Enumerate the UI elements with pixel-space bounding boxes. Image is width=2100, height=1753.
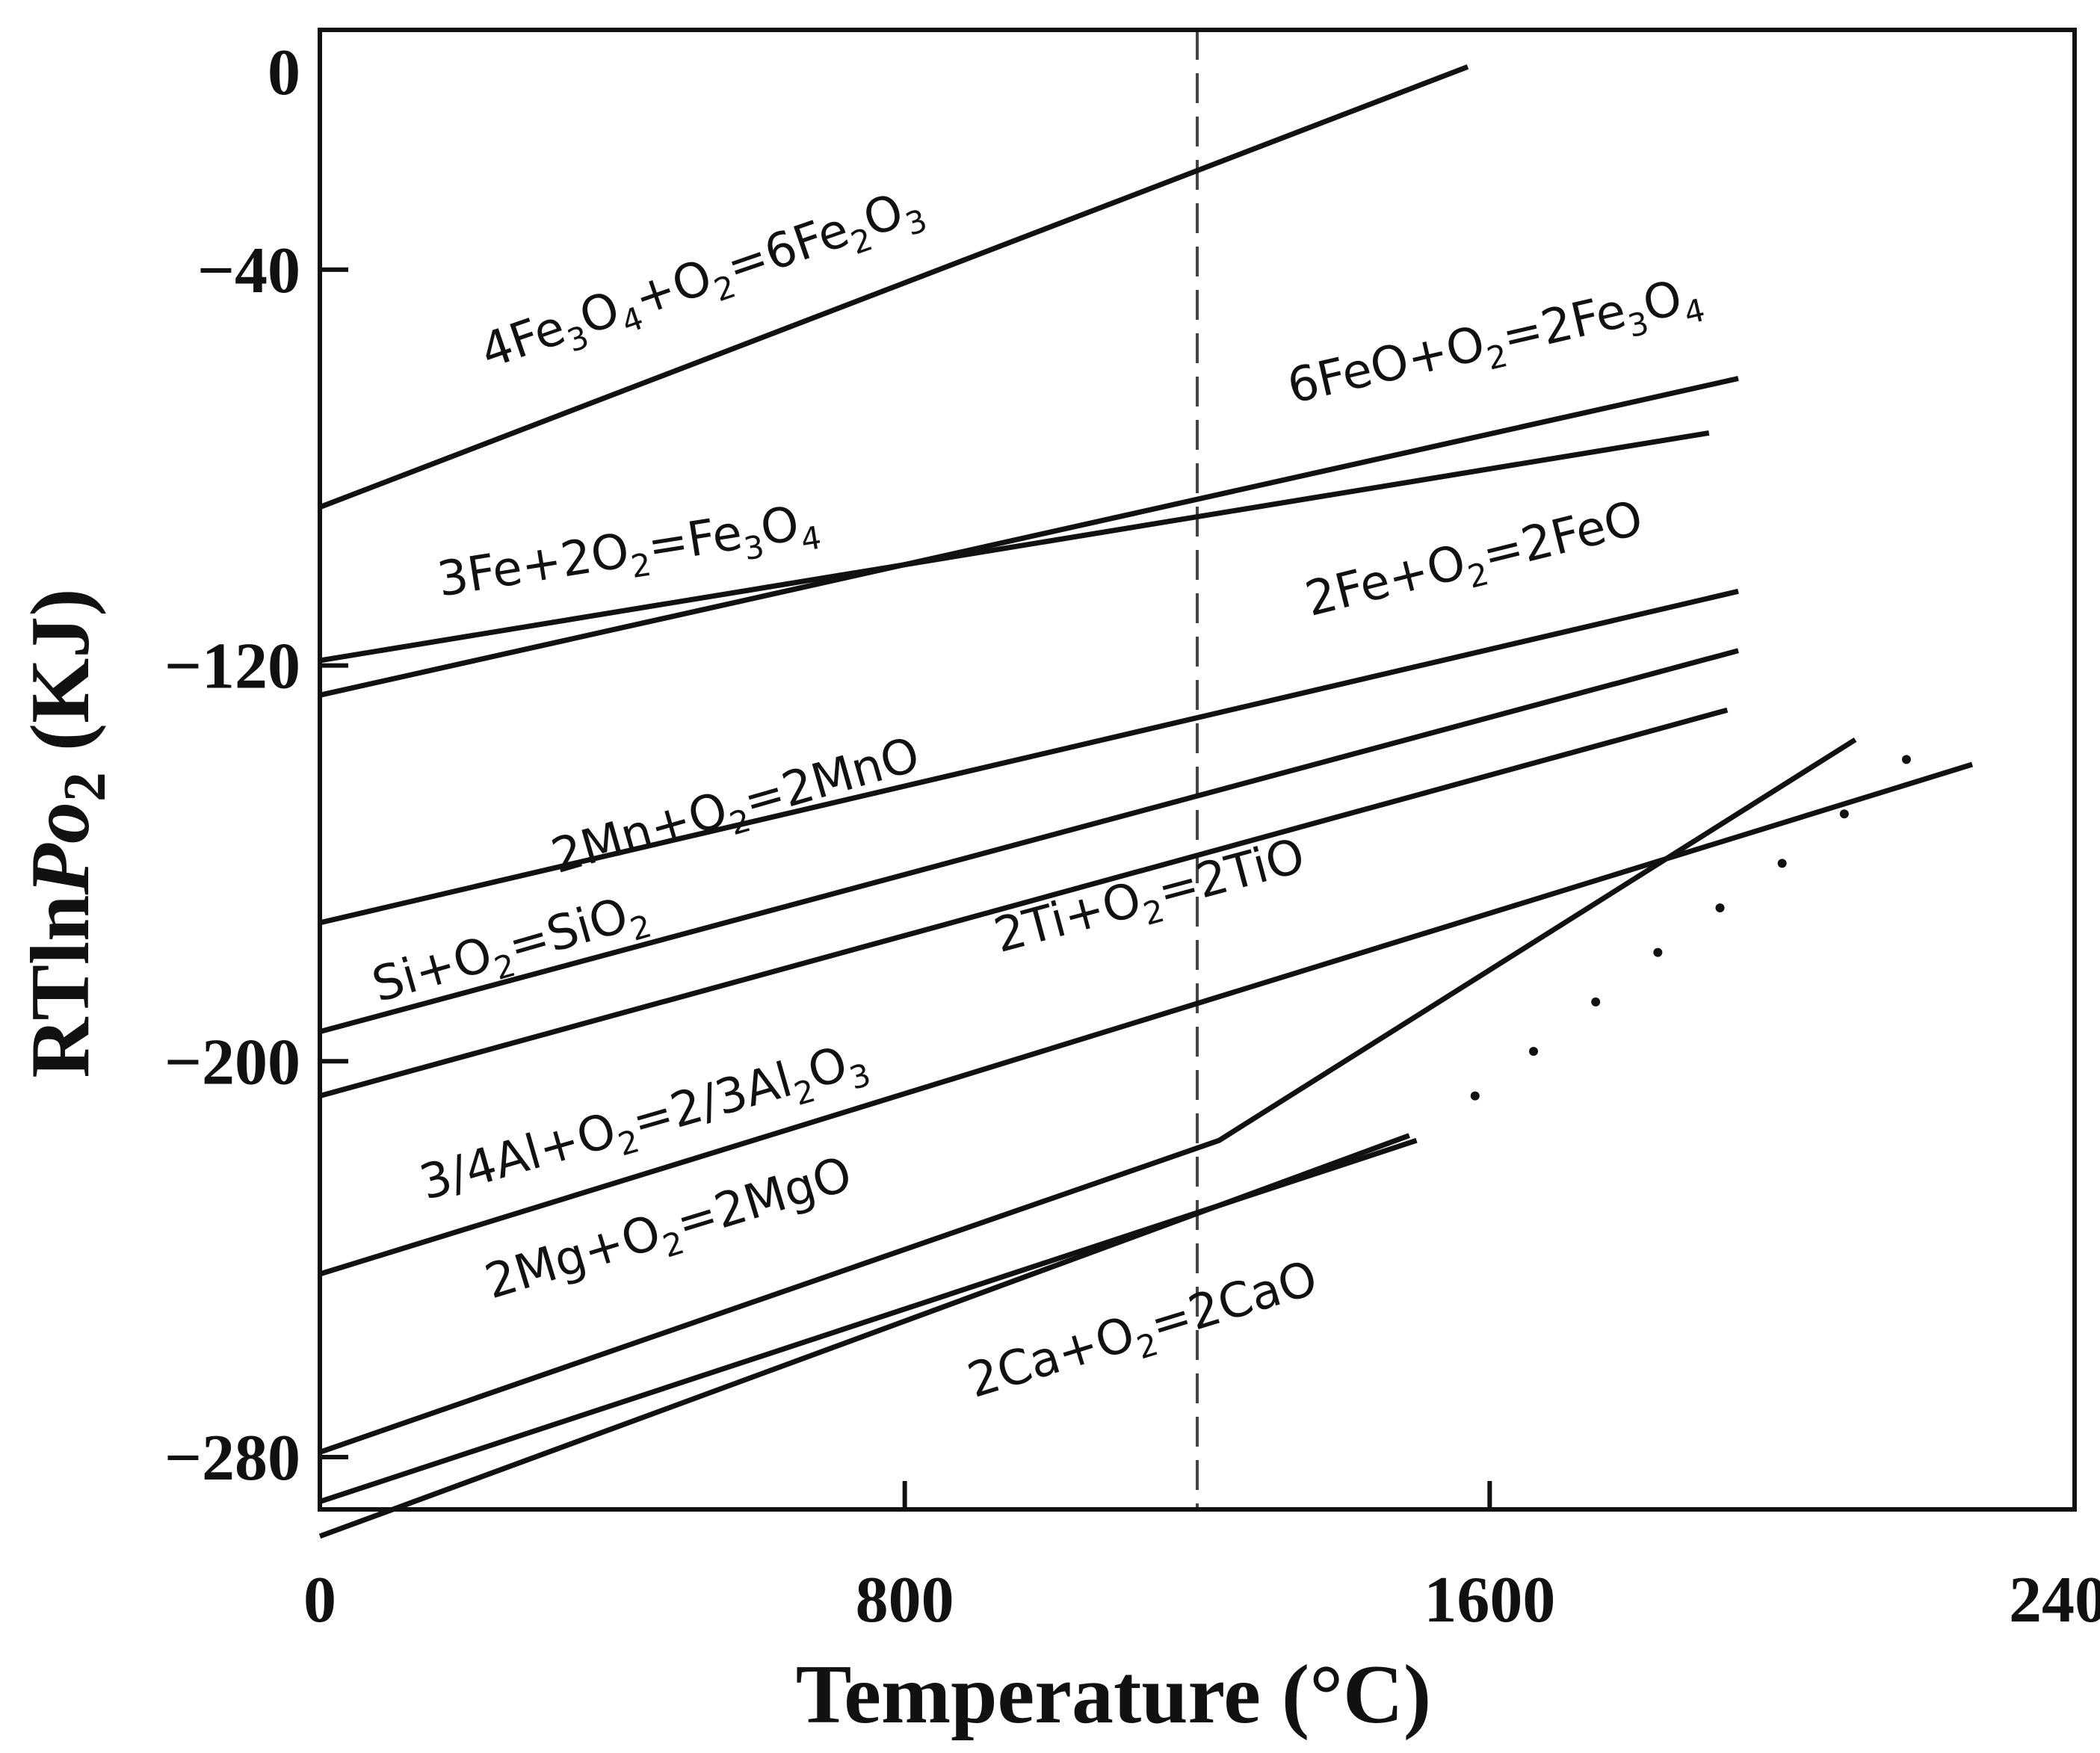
y-tick-label: −280	[164, 1422, 300, 1494]
y-tick-label: −120	[164, 631, 300, 703]
series-label-ca-cao: 2Ca+O2=2CaO	[962, 1251, 1326, 1417]
series-label-group: 4Fe3O4+O2=6Fe2O36FeO+O2=2Fe3O43Fe+2O2=Fe…	[366, 177, 1708, 1417]
series-line-fe-fe3o4	[319, 430, 1710, 664]
dotted-series-point	[1591, 997, 1601, 1007]
series-line-ca-cao	[318, 1133, 1410, 1539]
y-tick-label: −40	[197, 235, 300, 307]
x-tick-label: 800	[856, 1564, 954, 1636]
dotted-series-point	[1470, 1091, 1480, 1101]
series-label-ti-tio: 2Ti+O2=2TiO	[989, 828, 1312, 971]
dotted-series-point	[1777, 859, 1787, 868]
series-label-mn-mno: 2Mn+O2=2MnO	[546, 727, 927, 892]
series-line-feo-fe3o4	[319, 376, 1739, 698]
y-tick-label: −200	[164, 1026, 300, 1098]
y-tick-label: 0	[268, 37, 300, 109]
dotted-series-group	[1470, 755, 1911, 1101]
x-tick-label: 1600	[1424, 1564, 1555, 1636]
series-line-fe-feo	[319, 588, 1739, 926]
series-line-fe3o4-fe2o3	[318, 64, 1469, 510]
series-line-mn-mno	[319, 648, 1739, 1034]
series-line-al-al2o3	[318, 737, 1857, 1455]
dotted-series-point	[1529, 1047, 1539, 1057]
dotted-series-point	[1715, 903, 1725, 913]
series-line-si-sio2	[319, 707, 1729, 1098]
series-label-fe3o4-fe2o3: 4Fe3O4+O2=6Fe2O3	[474, 177, 931, 387]
dotted-series-point	[1653, 947, 1663, 957]
y-axis-title: RTlnPo2 (KJ)	[14, 588, 118, 1078]
series-group	[318, 64, 1974, 1539]
series-line-ti-tio	[318, 761, 1974, 1277]
x-tick-label: 0	[303, 1564, 336, 1636]
series-label-fe-feo: 2Fe+O2=2FeO	[1300, 490, 1650, 634]
x-axis-title: Temperature (°C)	[796, 1648, 1431, 1741]
plot-frame	[318, 28, 2077, 1512]
dotted-series-point	[1901, 755, 1911, 764]
dotted-series-point	[1839, 809, 1849, 819]
